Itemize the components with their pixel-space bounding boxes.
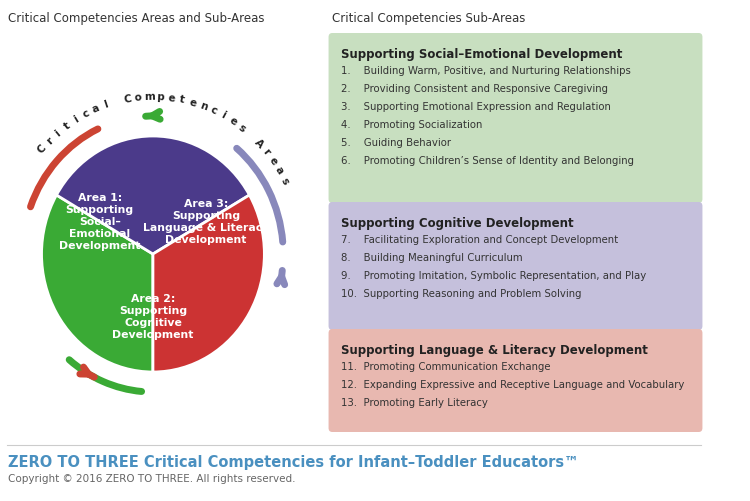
- Text: t: t: [62, 120, 72, 131]
- Text: t: t: [178, 95, 185, 105]
- Text: 9.    Promoting Imitation, Symbolic Representation, and Play: 9. Promoting Imitation, Symbolic Represe…: [340, 271, 646, 281]
- Text: m: m: [143, 92, 154, 102]
- Text: 5.    Guiding Behavior: 5. Guiding Behavior: [340, 138, 451, 148]
- Text: e: e: [267, 155, 279, 167]
- Text: c: c: [209, 105, 218, 116]
- Text: Critical Competencies Sub-Areas: Critical Competencies Sub-Areas: [332, 12, 526, 25]
- Text: i: i: [72, 114, 80, 125]
- Text: p: p: [156, 92, 164, 102]
- Text: s: s: [279, 175, 290, 185]
- FancyBboxPatch shape: [328, 329, 703, 432]
- Text: Critical Competencies Areas and Sub-Areas: Critical Competencies Areas and Sub-Area…: [8, 12, 264, 25]
- FancyBboxPatch shape: [328, 34, 703, 203]
- Text: 6.    Promoting Children’s Sense of Identity and Belonging: 6. Promoting Children’s Sense of Identit…: [340, 156, 634, 166]
- Wedge shape: [153, 195, 264, 372]
- Text: 1.    Building Warm, Positive, and Nurturing Relationships: 1. Building Warm, Positive, and Nurturin…: [340, 66, 631, 76]
- Text: e: e: [167, 93, 176, 103]
- Text: Supporting Language & Literacy Development: Supporting Language & Literacy Developme…: [340, 343, 648, 356]
- Text: n: n: [198, 100, 208, 112]
- Text: ZERO TO THREE Critical Competencies for Infant–Toddler Educators™: ZERO TO THREE Critical Competencies for …: [8, 454, 578, 469]
- Text: Supporting Cognitive Development: Supporting Cognitive Development: [340, 216, 574, 229]
- Text: A: A: [252, 137, 265, 149]
- Text: a: a: [90, 103, 101, 115]
- Text: r: r: [260, 146, 272, 157]
- Text: a: a: [273, 165, 285, 176]
- Text: C: C: [123, 94, 132, 105]
- Text: c: c: [80, 108, 91, 120]
- Text: s: s: [236, 122, 248, 134]
- Text: 13.  Promoting Early Literacy: 13. Promoting Early Literacy: [340, 397, 488, 407]
- Text: 3.    Supporting Emotional Expression and Regulation: 3. Supporting Emotional Expression and R…: [340, 102, 610, 112]
- Text: 2.    Providing Consistent and Responsive Caregiving: 2. Providing Consistent and Responsive C…: [340, 84, 608, 94]
- Text: o: o: [134, 92, 142, 103]
- Text: 7.    Facilitating Exploration and Concept Development: 7. Facilitating Exploration and Concept …: [340, 234, 618, 244]
- Text: i: i: [53, 128, 62, 138]
- Text: l: l: [103, 100, 110, 110]
- Text: 12.  Expanding Expressive and Receptive Language and Vocabulary: 12. Expanding Expressive and Receptive L…: [340, 379, 684, 389]
- Text: Supporting Social–Emotional Development: Supporting Social–Emotional Development: [340, 48, 622, 61]
- Text: 4.    Promoting Socialization: 4. Promoting Socialization: [340, 120, 482, 130]
- Text: i: i: [220, 110, 227, 121]
- Text: Area 1:
Supporting
Social–
Emotional
Development: Area 1: Supporting Social– Emotional Dev…: [59, 193, 140, 251]
- Wedge shape: [56, 137, 250, 255]
- Text: Area 2:
Supporting
Cognitive
Development: Area 2: Supporting Cognitive Development: [112, 294, 194, 339]
- Text: e: e: [227, 115, 238, 127]
- Text: 8.    Building Meaningful Curriculum: 8. Building Meaningful Curriculum: [340, 253, 523, 263]
- Wedge shape: [41, 195, 153, 372]
- Text: 11.  Promoting Communication Exchange: 11. Promoting Communication Exchange: [340, 361, 550, 371]
- Text: Area 3:
Supporting
Language & Literacy
Development: Area 3: Supporting Language & Literacy D…: [143, 199, 269, 245]
- Text: Copyright © 2016 ZERO TO THREE. All rights reserved.: Copyright © 2016 ZERO TO THREE. All righ…: [8, 473, 295, 483]
- Text: C: C: [36, 143, 48, 155]
- Text: e: e: [188, 97, 197, 108]
- Text: 10.  Supporting Reasoning and Problem Solving: 10. Supporting Reasoning and Problem Sol…: [340, 289, 581, 299]
- Text: r: r: [44, 135, 55, 146]
- FancyBboxPatch shape: [328, 202, 703, 330]
